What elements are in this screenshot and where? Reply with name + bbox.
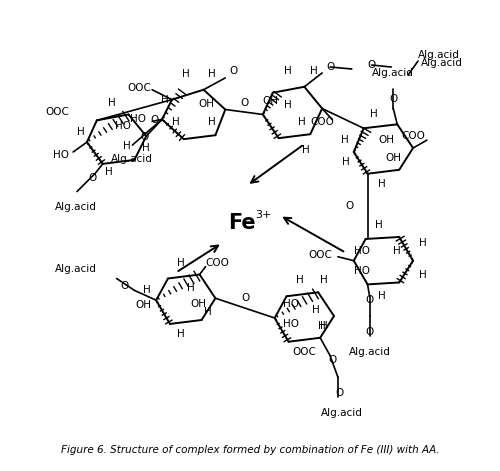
Text: Alg.acid: Alg.acid [418,50,460,60]
Text: H: H [320,276,328,285]
Text: HO: HO [284,319,300,329]
Text: Alg.acid: Alg.acid [372,68,414,78]
Text: H: H [172,117,180,127]
Text: H: H [378,179,386,188]
Text: H: H [177,258,184,268]
Text: O: O [240,97,248,107]
Text: H: H [374,220,382,230]
Text: H: H [208,117,216,127]
Text: O: O [241,293,249,303]
Text: O: O [150,115,158,125]
Text: H: H [204,307,212,317]
Text: H: H [296,276,304,285]
Text: O: O [389,94,398,104]
Text: H: H [122,141,130,151]
Text: H: H [284,66,292,76]
Text: H: H [302,145,310,155]
Text: H: H [161,95,169,105]
Text: HO: HO [130,114,146,124]
Text: OOC: OOC [46,107,69,117]
Text: H: H [298,117,306,127]
Text: OH: OH [190,299,206,309]
Text: H: H [318,321,326,331]
Text: Alg.acid: Alg.acid [348,347,391,357]
Text: O: O [229,66,237,76]
Text: HO: HO [354,266,370,276]
Text: Alg.acid: Alg.acid [110,154,152,164]
Text: OH: OH [378,135,394,145]
Text: O: O [120,281,128,292]
Text: O: O [328,355,336,365]
Text: Fe: Fe [228,213,256,233]
Text: Alg.acid: Alg.acid [56,203,97,212]
Text: O: O [89,173,97,183]
Text: H: H [312,305,320,315]
Text: Alg.acid: Alg.acid [421,58,463,68]
Text: O: O [326,62,334,72]
Text: H: H [187,284,194,293]
Text: H: H [310,66,318,76]
Text: H: H [419,238,426,248]
Text: H: H [370,109,378,120]
Text: OH: OH [135,300,151,310]
Text: HO: HO [53,150,69,160]
Text: OOC: OOC [308,250,332,260]
Text: O: O [366,295,374,305]
Text: Alg.acid: Alg.acid [55,264,97,274]
Text: OH: OH [386,153,402,163]
Text: Alg.acid: Alg.acid [321,408,363,418]
Text: H: H [394,246,401,256]
Text: HO: HO [284,299,300,309]
Text: H: H [320,321,328,331]
Text: HO: HO [114,122,130,131]
Text: H: H [105,167,112,177]
Text: COO: COO [401,131,425,141]
Text: H: H [77,127,85,137]
Text: H: H [144,285,151,295]
Text: O: O [336,388,344,398]
Text: H: H [284,99,292,110]
Text: H: H [419,269,426,279]
Text: OOC: OOC [128,83,152,93]
Text: O: O [368,60,376,70]
Text: H: H [342,157,350,167]
Text: H: H [177,329,184,339]
Text: O: O [140,132,148,142]
Text: H: H [142,143,150,153]
Text: OOC: OOC [292,347,316,357]
Text: Figure 6. Structure of complex formed by combination of Fe (III) with AA.: Figure 6. Structure of complex formed by… [60,446,440,455]
Text: H: H [341,135,349,145]
Text: H: H [108,97,116,107]
Text: O: O [346,201,354,211]
Text: OH: OH [198,98,214,109]
Text: H: H [182,69,190,79]
Text: 3+: 3+ [256,210,272,220]
Text: HO: HO [354,246,370,256]
Text: H: H [208,69,216,79]
Text: COO: COO [310,117,334,127]
Text: OH: OH [262,96,278,106]
Text: COO: COO [206,258,230,268]
Text: O: O [366,327,374,337]
Text: H: H [378,291,386,301]
